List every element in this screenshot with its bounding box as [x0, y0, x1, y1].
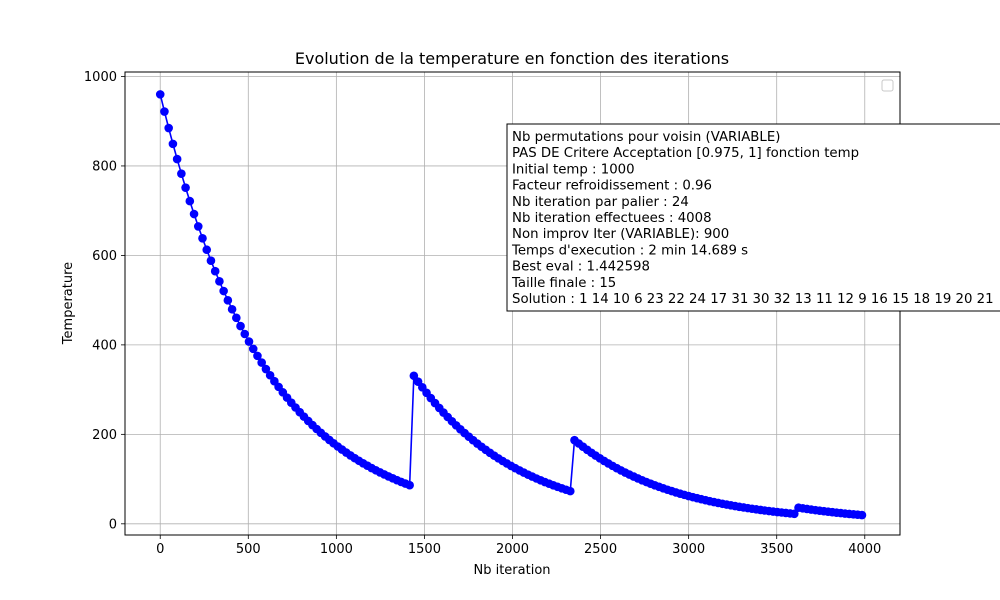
annotation-line: Nb permutations pour voisin (VARIABLE)	[512, 130, 780, 145]
data-point	[215, 277, 224, 286]
data-point	[232, 313, 241, 323]
data-point	[857, 510, 867, 520]
y-tick-label: 400	[92, 338, 117, 353]
series-group	[155, 90, 867, 520]
data-point	[223, 296, 233, 305]
data-point	[168, 139, 178, 149]
data-point	[198, 234, 207, 243]
data-point	[155, 90, 165, 99]
x-tick-label: 3000	[672, 542, 705, 557]
annotation-box: Nb permutations pour voisin (VARIABLE)PA…	[506, 123, 1000, 312]
annotation-line: Temps d'execution : 2 min 14.689 s	[511, 243, 748, 258]
data-point	[172, 154, 182, 164]
y-tick-label: 1000	[84, 70, 117, 85]
annotation-line: Solution : 1 14 10 6 23 22 24 17 31 30 3…	[512, 292, 994, 307]
data-point	[202, 245, 212, 255]
x-tick-label: 1000	[320, 542, 353, 557]
x-tick-label: 2500	[584, 542, 617, 557]
data-point	[164, 123, 173, 133]
data-point	[244, 337, 254, 346]
legend-box	[881, 79, 894, 92]
data-point	[253, 351, 262, 361]
x-axis: 0 500 1000 1500 2000 2500 3000 3500 4000	[156, 535, 881, 557]
data-point	[248, 344, 258, 354]
annotation-line: PAS DE Critere Acceptation [0.975, 1] fo…	[512, 146, 859, 161]
y-axis: 0 200 400 600 800 1000	[84, 70, 125, 532]
data-point	[193, 222, 203, 231]
data-point	[219, 286, 228, 296]
y-tick-label: 200	[92, 428, 117, 443]
x-tick-label: 2000	[496, 542, 529, 557]
x-tick-label: 4000	[848, 542, 881, 557]
data-point	[240, 329, 250, 339]
legend	[881, 79, 894, 92]
annotation-line: Nb iteration par palier : 24	[512, 195, 689, 210]
data-point	[565, 486, 575, 496]
annotation-line: Nb iteration effectuees : 4008	[512, 211, 712, 226]
x-tick-label: 500	[236, 542, 261, 557]
y-tick-label: 600	[92, 249, 117, 264]
annotation-line: Initial temp : 1000	[512, 162, 635, 177]
data-point	[790, 509, 799, 519]
y-tick-label: 800	[92, 159, 117, 174]
x-tick-label: 3500	[760, 542, 793, 557]
annotation-line: Non improv Iter (VARIABLE): 900	[512, 227, 729, 242]
x-axis-label: Nb iteration	[473, 563, 550, 578]
data-point	[206, 256, 216, 265]
x-tick-label: 0	[156, 542, 164, 557]
data-point	[261, 364, 271, 374]
annotation-frame	[506, 123, 1000, 312]
data-point	[177, 169, 186, 178]
data-point	[210, 266, 220, 276]
data-point	[181, 183, 190, 192]
data-point	[236, 321, 245, 331]
annotation-line: Taille finale : 15	[511, 276, 616, 291]
annotation-line: Best eval : 1.442598	[512, 260, 650, 275]
chart-title: Evolution de la temperature en fonction …	[295, 49, 729, 68]
y-tick-label: 0	[109, 517, 117, 532]
data-point	[257, 358, 266, 367]
data-point	[227, 304, 237, 314]
data-point	[160, 107, 169, 116]
x-tick-label: 1500	[408, 542, 441, 557]
data-point	[409, 371, 419, 381]
annotation-line: Facteur refroidissement : 0.96	[512, 179, 712, 194]
data-point	[185, 196, 195, 206]
y-axis-label: Temperature	[61, 262, 76, 345]
data-point	[265, 370, 275, 380]
data-point	[189, 209, 199, 219]
data-point	[405, 480, 414, 490]
